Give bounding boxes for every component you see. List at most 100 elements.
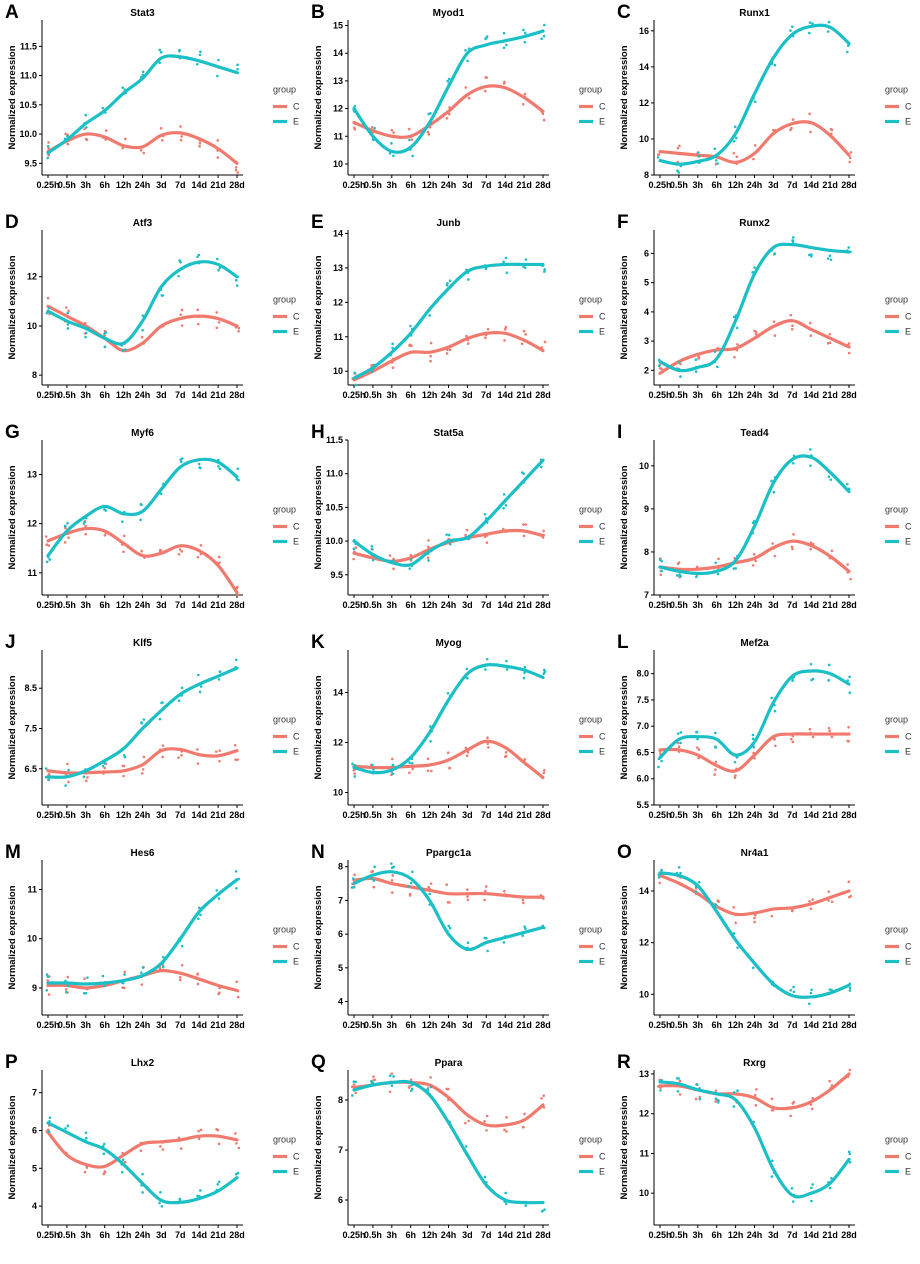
replicate-point	[199, 544, 203, 547]
x-tick-label: 12h	[728, 810, 744, 820]
replicate-point	[751, 966, 755, 970]
replicate-point	[180, 944, 184, 948]
replicate-point	[524, 927, 527, 931]
legend-label-c: C	[293, 1152, 300, 1162]
replicate-point	[354, 383, 358, 387]
replicate-point	[679, 871, 682, 875]
replicate-point	[505, 271, 509, 275]
replicate-point	[697, 880, 701, 884]
replicate-point	[197, 917, 200, 920]
x-tick-label: 24h	[135, 1020, 151, 1030]
y-axis-label: Normalized expression	[619, 885, 630, 989]
replicate-point	[178, 975, 182, 979]
replicate-point	[848, 1160, 852, 1164]
legend-title: group	[273, 505, 296, 515]
replicate-point	[465, 667, 469, 671]
x-tick-label: 12h	[422, 600, 438, 610]
replicate-point	[158, 717, 162, 721]
x-tick-label: 6h	[711, 390, 722, 400]
replicate-point	[732, 567, 736, 570]
replicate-point	[771, 542, 774, 545]
x-tick-label: 21d	[822, 1020, 838, 1030]
replicate-point	[827, 20, 831, 24]
replicate-point	[236, 593, 240, 597]
replicate-point	[543, 268, 546, 271]
replicate-point	[103, 332, 106, 336]
replicate-point	[716, 899, 720, 902]
replicate-point	[753, 916, 756, 920]
replicate-point	[483, 1119, 486, 1123]
replicate-point	[84, 524, 87, 528]
replicate-point	[215, 326, 219, 330]
replicate-point	[84, 137, 88, 141]
trend-line	[658, 669, 851, 760]
replicate-point	[504, 504, 508, 507]
replicate-point	[179, 125, 182, 128]
replicate-point	[48, 558, 52, 561]
x-tick-label: 3d	[462, 810, 473, 820]
replicate-point	[199, 1128, 203, 1132]
x-tick-label: 24h	[135, 180, 151, 190]
replicate-point	[121, 986, 124, 989]
replicate-point	[754, 1104, 758, 1107]
x-tick-label: 21d	[210, 1230, 226, 1240]
replicate-point	[236, 758, 239, 761]
trend-line	[46, 260, 239, 346]
trend-line	[46, 1130, 239, 1169]
x-tick-label: 28d	[841, 1230, 857, 1240]
replicate-point	[217, 1180, 221, 1184]
replicate-point	[179, 260, 182, 264]
legend: group CE	[885, 925, 912, 967]
legend-label-c: C	[293, 942, 300, 952]
replicate-point	[180, 308, 184, 312]
replicate-point	[848, 156, 852, 160]
replicate-point	[505, 754, 508, 758]
legend: group CE	[579, 1135, 606, 1177]
replicate-point	[390, 862, 393, 865]
legend: group CE	[885, 505, 912, 547]
replicate-point	[447, 77, 451, 81]
replicate-point	[142, 718, 146, 721]
panel-letter: P	[5, 1052, 18, 1073]
replicate-point	[84, 113, 88, 117]
replicate-point	[64, 1127, 67, 1130]
y-axis-label: Normalized expression	[619, 255, 630, 359]
x-tick-label: 3d	[156, 390, 167, 400]
replicate-point	[676, 732, 680, 735]
replicate-point	[236, 585, 239, 589]
replicate-point	[734, 921, 737, 925]
x-tick-label: 0.25h	[342, 1020, 365, 1030]
replicate-point	[791, 547, 794, 551]
replicate-point	[429, 1076, 432, 1079]
x-tick-label: 0.25h	[36, 1230, 59, 1240]
replicate-point	[141, 1191, 144, 1194]
replicate-point	[811, 735, 815, 739]
replicate-point	[122, 774, 125, 778]
x-tick-label: 21d	[210, 180, 226, 190]
y-tick-label: 10	[333, 159, 343, 169]
replicate-point	[445, 883, 448, 886]
x-tick-label: 28d	[535, 600, 551, 610]
replicate-point	[828, 332, 831, 336]
replicate-point	[429, 354, 432, 358]
legend-title: group	[273, 85, 296, 95]
y-tick-label: 12	[639, 1109, 649, 1119]
panel-letter: A	[5, 2, 19, 23]
x-tick-label: 6h	[99, 1020, 110, 1030]
replicate-point	[178, 1198, 182, 1202]
legend-label-e: E	[293, 957, 299, 967]
series-e	[352, 256, 546, 387]
replicate-point	[411, 761, 414, 765]
x-tick-label: 7d	[787, 600, 798, 610]
replicate-point	[63, 541, 67, 544]
y-axis-label: Normalized expression	[7, 255, 18, 359]
trend-line	[658, 120, 851, 164]
replicate-point	[791, 324, 794, 327]
x-tick-label: 3d	[156, 810, 167, 820]
replicate-point	[445, 1087, 449, 1091]
replicate-point	[543, 670, 547, 674]
x-tick-label: 0.5h	[670, 600, 688, 610]
replicate-point	[121, 86, 125, 89]
